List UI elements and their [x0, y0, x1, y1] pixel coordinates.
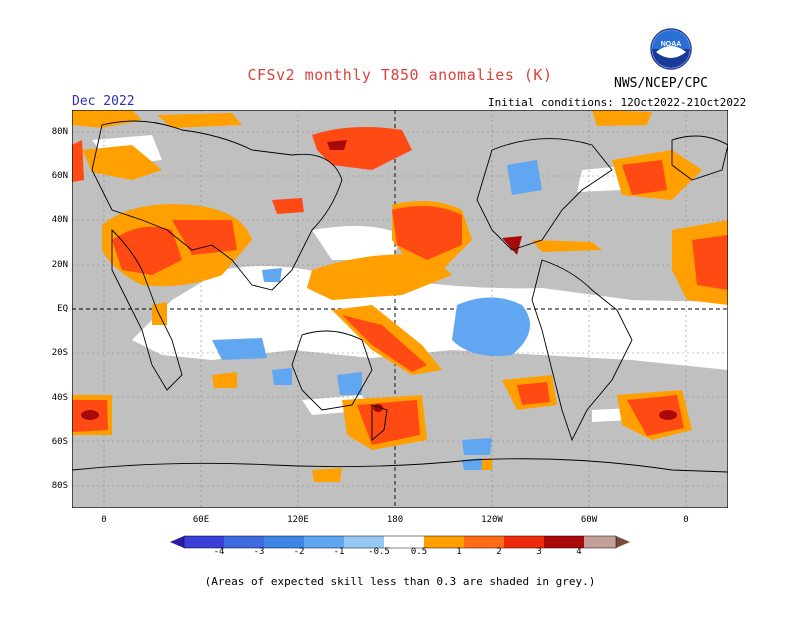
lat-label: 40S [51, 393, 68, 403]
colorbar-label: 1 [456, 547, 462, 557]
lon-label: 60E [192, 515, 210, 525]
anomaly-map [72, 110, 728, 508]
colorbar-label: 3 [536, 547, 542, 557]
svg-text:NOAA: NOAA [661, 41, 682, 48]
colorbar-label: -1 [333, 547, 345, 557]
lat-label: 20N [51, 260, 68, 270]
colorbar-label: 2 [496, 547, 502, 557]
colorbar-label: -3 [253, 547, 265, 557]
skill-footnote: (Areas of expected skill less than 0.3 a… [204, 575, 596, 588]
lat-label: 60N [51, 171, 68, 181]
color-bar [170, 535, 630, 549]
colorbar-arrow-right [616, 536, 630, 548]
lat-label: 40N [51, 215, 68, 225]
forecast-month: Dec 2022 [72, 94, 135, 109]
agency-label: NWS/NCEP/CPC [614, 76, 708, 91]
white-regions [92, 135, 728, 422]
lat-label: 20S [51, 348, 68, 358]
colorbar-label: -2 [293, 547, 305, 557]
lon-label: 0 [101, 515, 107, 525]
coastlines [72, 120, 728, 473]
lon-label: 120W [481, 515, 503, 525]
lat-label: 60S [51, 437, 68, 447]
colorbar-label: -0.5 [368, 547, 390, 557]
lat-label: 80S [51, 481, 68, 491]
lon-label: 0 [683, 515, 689, 525]
lon-label: 120E [287, 515, 309, 525]
map-title: CFSv2 monthly T850 anomalies (K) [247, 66, 553, 84]
initial-conditions: Initial conditions: 12Oct2022-21Oct2022 [488, 96, 747, 109]
colorbar-label: 4 [576, 547, 582, 557]
lat-label: 80N [51, 127, 68, 137]
lat-label: EQ [57, 304, 68, 314]
lon-label: 60W [580, 515, 598, 525]
cold-anomalies [212, 160, 542, 470]
lon-label: 180 [386, 515, 404, 525]
colorbar-label: 0.5 [410, 547, 428, 557]
noaa-logo-icon: NOAA [650, 28, 692, 70]
colorbar-arrow-left [170, 536, 184, 548]
warm-anomalies-medium [72, 126, 728, 445]
warm-anomalies-strong [81, 140, 677, 420]
graticule [72, 110, 728, 508]
colorbar-label: -4 [213, 547, 225, 557]
